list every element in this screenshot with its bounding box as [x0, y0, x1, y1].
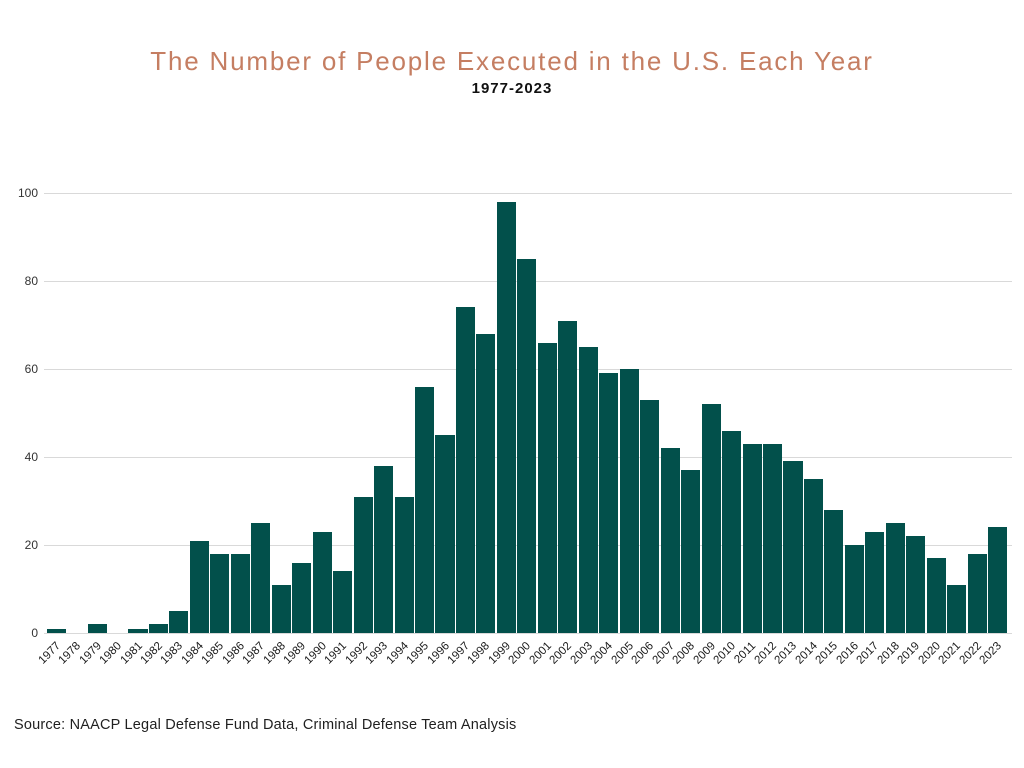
bar-1981 [128, 628, 148, 633]
bar-2018 [885, 523, 905, 633]
y-tick-label-0: 0 [31, 626, 38, 640]
bar-2008 [681, 470, 701, 633]
bar-1999 [496, 201, 516, 633]
bar-1984 [189, 540, 209, 633]
chart-title: The Number of People Executed in the U.S… [150, 46, 874, 76]
bar-2019 [906, 536, 926, 633]
bar-2022 [967, 553, 987, 633]
bar-1995 [415, 386, 435, 633]
bar-2003 [578, 347, 598, 633]
bar-1998 [476, 333, 496, 633]
bar-1977 [46, 628, 66, 633]
source-note: Source: NAACP Legal Defense Fund Data, C… [14, 717, 517, 733]
bar-1991 [333, 571, 353, 633]
bar-2009 [701, 404, 721, 633]
bar-1982 [148, 624, 168, 633]
y-tick-label-20: 20 [24, 538, 38, 552]
bar-1989 [292, 562, 312, 633]
bar-chart-plot-area: 0 20 40 60 80 100 1977 1978 1979 1980 1981 1982 1983… [18, 186, 1012, 667]
bar-2016 [844, 545, 864, 633]
y-tick-label-100: 100 [17, 186, 38, 200]
bar-2023 [988, 527, 1008, 633]
bar-2015 [824, 509, 844, 633]
bar-1994 [394, 496, 414, 633]
bar-1985 [210, 553, 230, 633]
bar-2010 [722, 430, 742, 633]
bar-1997 [455, 307, 476, 633]
gridline-y-0 [44, 632, 1012, 634]
chart-subtitle: 1977-2023 [471, 80, 553, 97]
bar-2013 [783, 461, 803, 633]
bar-1983 [169, 611, 189, 633]
bar-2004 [599, 373, 619, 633]
y-tick-label-40: 40 [24, 450, 38, 464]
bar-2005 [619, 369, 639, 633]
y-tick-label-60: 60 [24, 362, 38, 376]
bar-2014 [803, 479, 823, 633]
bar-2012 [762, 443, 783, 633]
bar-1993 [374, 465, 394, 633]
bar-1992 [353, 496, 373, 633]
bar-2011 [742, 443, 762, 633]
bar-1979 [87, 624, 107, 633]
bar-2000 [517, 259, 537, 633]
bar-2017 [865, 531, 885, 633]
bar-1988 [271, 584, 291, 633]
bar-1987 [251, 523, 271, 633]
gridline-y-100 [44, 192, 1012, 194]
bar-1986 [230, 553, 250, 633]
bar-1996 [435, 435, 455, 633]
bar-2006 [640, 399, 660, 633]
bar-2007 [660, 448, 680, 633]
bar-2020 [926, 558, 946, 633]
bar-2002 [558, 320, 578, 633]
bar-2001 [537, 342, 557, 633]
bar-2021 [947, 584, 967, 633]
y-tick-label-80: 80 [24, 274, 38, 288]
bar-1990 [312, 531, 332, 633]
